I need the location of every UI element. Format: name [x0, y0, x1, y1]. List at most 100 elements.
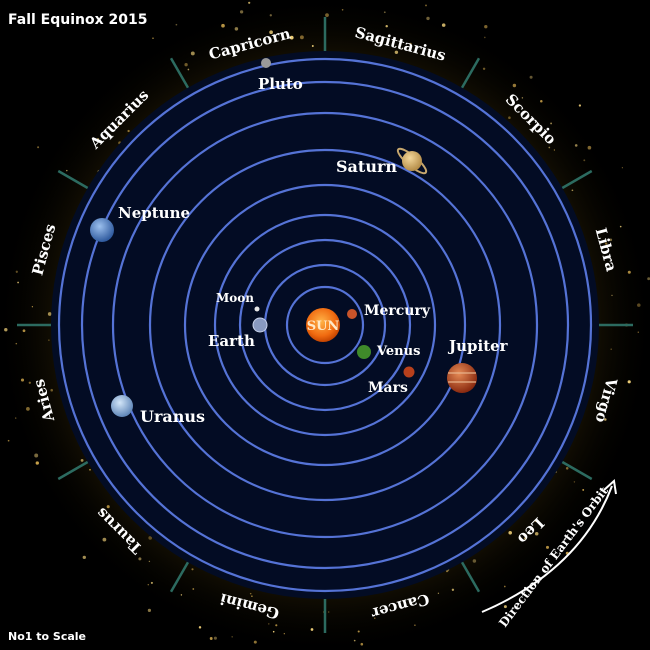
star-speck	[446, 570, 448, 573]
planet-earth: Earth	[208, 317, 268, 350]
zodiac-divider	[169, 57, 190, 89]
orbit-ring	[111, 111, 539, 539]
moon: Moon	[216, 291, 260, 312]
star-speck	[534, 519, 538, 523]
star-speck	[275, 624, 278, 627]
moon-label: Moon	[216, 291, 254, 305]
star-speck	[503, 605, 507, 609]
star-speck	[385, 24, 388, 28]
star-speck	[48, 339, 50, 341]
star-speck	[550, 122, 553, 125]
star-speck	[221, 23, 225, 28]
orbit-ring	[148, 148, 502, 502]
star-speck	[37, 146, 40, 149]
planet-uranus: Uranus	[111, 395, 205, 426]
star-speck	[31, 306, 34, 308]
star-speck	[148, 536, 153, 540]
star-speck	[213, 636, 217, 640]
star-speck	[540, 100, 543, 103]
star-speck	[553, 149, 556, 151]
star-speck	[529, 75, 533, 79]
star-speck	[530, 592, 532, 594]
star-speck	[150, 581, 153, 584]
planet-jupiter: Jupiter	[447, 337, 509, 393]
star-speck	[414, 624, 416, 626]
planet-venus: Venus	[357, 344, 420, 359]
star-speck	[524, 537, 527, 540]
star-speck	[437, 592, 440, 594]
star-speck	[394, 50, 399, 55]
zodiac-divider	[57, 460, 89, 481]
star-speck	[175, 23, 178, 26]
star-speck	[127, 129, 130, 133]
star-speck	[192, 588, 195, 590]
star-speck	[574, 144, 578, 147]
star-speck	[379, 41, 383, 45]
sun-icon	[306, 308, 340, 342]
star-speck	[249, 592, 252, 595]
star-speck	[138, 557, 142, 561]
star-speck	[50, 388, 53, 392]
zodiac-divider	[169, 561, 190, 593]
star-speck	[583, 159, 586, 162]
star-speck	[299, 35, 304, 40]
star-speck	[148, 560, 151, 563]
saturn-icon	[402, 151, 422, 171]
star-speck	[484, 36, 486, 39]
mars-icon	[403, 366, 415, 378]
star-speck	[66, 169, 68, 172]
star-speck	[484, 25, 488, 29]
earth-label: Earth	[208, 332, 255, 350]
uranus-icon	[111, 395, 133, 417]
zodiac-divider	[460, 57, 481, 89]
star-speck	[180, 594, 183, 596]
star-speck	[374, 617, 376, 619]
star-speck	[15, 270, 18, 273]
dwarf-planet-pluto: Pluto	[258, 58, 303, 93]
star-speck	[328, 611, 330, 613]
star-speck	[472, 559, 477, 563]
star-speck	[253, 640, 257, 644]
star-speck	[248, 1, 251, 4]
star-speck	[269, 14, 272, 17]
star-speck	[548, 146, 551, 149]
star-speck	[191, 568, 194, 571]
star-speck	[604, 242, 608, 245]
star-speck	[512, 83, 517, 88]
orbit-rings	[57, 57, 593, 593]
star-speck	[357, 630, 360, 633]
star-speck	[147, 608, 151, 613]
star-speck	[234, 27, 239, 31]
star-speck	[269, 30, 273, 35]
star-speck	[647, 277, 650, 281]
star-speck	[627, 270, 631, 274]
star-speck	[637, 303, 641, 307]
star-speck	[198, 626, 202, 629]
star-speck	[341, 9, 344, 11]
star-speck	[578, 104, 582, 107]
star-speck	[545, 545, 550, 549]
star-speck	[190, 51, 195, 56]
orbit-ring	[80, 80, 570, 570]
zodiac-dividers	[17, 17, 633, 633]
star-speck	[508, 531, 512, 535]
star-speck	[96, 138, 100, 141]
planet-mercury: Mercury	[347, 303, 431, 319]
saturn-label: Saturn	[336, 157, 397, 176]
star-speck	[637, 331, 640, 334]
page-title: Fall Equinox 2015	[8, 12, 147, 28]
star-speck	[534, 531, 539, 536]
jupiter-label: Jupiter	[447, 337, 509, 355]
star-speck	[610, 348, 612, 350]
star-speck	[184, 63, 188, 67]
orbit-ring	[238, 238, 412, 412]
star-speck	[425, 4, 427, 7]
star-speck	[7, 439, 10, 442]
pluto-label: Pluto	[258, 75, 303, 93]
star-speck	[47, 312, 52, 316]
star-speck	[106, 505, 110, 509]
star-speck	[239, 10, 244, 14]
zodiac-divider	[57, 169, 89, 190]
mercury-icon	[347, 309, 357, 319]
orbit-ring	[213, 213, 437, 437]
